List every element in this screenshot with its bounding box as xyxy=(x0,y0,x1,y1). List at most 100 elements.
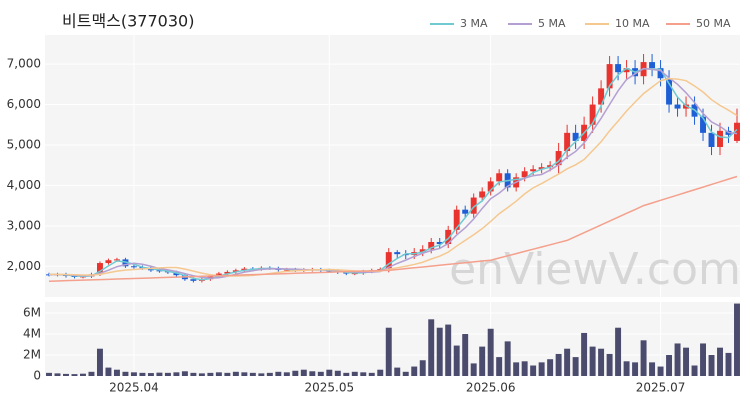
candle-body xyxy=(589,104,596,125)
candle-body xyxy=(241,268,248,271)
volume-bar xyxy=(88,371,95,376)
volume-bar xyxy=(564,348,571,376)
candle-body xyxy=(190,279,197,281)
y-tick-label: 0 xyxy=(33,369,41,383)
candle-body xyxy=(283,269,290,271)
volume-bar xyxy=(215,372,222,376)
volume-bar xyxy=(266,372,273,376)
y-tick-label: 7,000 xyxy=(7,57,41,71)
volume-bar xyxy=(130,372,137,376)
volume-bar xyxy=(411,366,418,376)
candle-body xyxy=(657,68,664,79)
volume-bar xyxy=(479,346,486,376)
volume-bar xyxy=(241,372,248,376)
volume-bar xyxy=(317,371,324,376)
candle-body xyxy=(700,116,706,133)
x-tick-label: 2025.07 xyxy=(636,381,686,395)
y-tick-label: 5,000 xyxy=(7,137,41,151)
candle-body xyxy=(394,252,401,255)
volume-bar xyxy=(555,353,562,376)
candle-body xyxy=(436,242,443,245)
ma-line xyxy=(48,175,738,282)
candle-body xyxy=(708,132,715,147)
volume-bar xyxy=(190,372,197,376)
y-tick-label: 4M xyxy=(23,327,41,341)
candle-body xyxy=(462,209,469,214)
candle-body xyxy=(530,169,537,172)
ma-line xyxy=(48,67,738,279)
candle-body xyxy=(538,167,545,170)
volume-bar xyxy=(504,341,511,376)
volume-bar xyxy=(436,327,443,376)
volume-bar xyxy=(623,361,630,376)
volume-bar xyxy=(326,369,333,376)
chart-title: 비트맥스(377030) xyxy=(62,12,194,31)
volume-bar xyxy=(343,372,350,376)
volume-bar xyxy=(368,372,375,376)
volume-bar xyxy=(725,352,732,376)
candle-body xyxy=(156,270,163,272)
candle-body xyxy=(445,229,452,245)
candle-body xyxy=(487,181,494,192)
volume-bar xyxy=(513,362,520,376)
candle-body xyxy=(215,273,222,276)
candle-body xyxy=(96,263,103,275)
ma-line xyxy=(48,67,738,281)
candle-body xyxy=(521,171,528,178)
y-tick-label: 3,000 xyxy=(7,218,41,232)
volume-bar xyxy=(156,372,163,376)
volume-bar xyxy=(717,347,723,376)
candle-body xyxy=(649,62,656,69)
candle-body xyxy=(479,191,486,198)
volume-bar xyxy=(300,369,307,376)
volume-bar xyxy=(402,371,409,376)
candle-body xyxy=(734,122,740,141)
volume-bar xyxy=(734,303,740,376)
volume-bar xyxy=(632,362,639,376)
volume-bar xyxy=(275,371,282,376)
volume-bar xyxy=(113,369,120,376)
candle-body xyxy=(606,64,613,89)
volume-bar xyxy=(181,371,188,376)
volume-bar xyxy=(691,365,698,376)
candle-body xyxy=(232,270,239,272)
volume-bar xyxy=(470,363,477,376)
volume-bar xyxy=(80,373,86,376)
volume-bar xyxy=(224,372,231,376)
candle-body xyxy=(564,132,571,152)
volume-bar xyxy=(538,362,545,376)
y-tick-label: 4,000 xyxy=(7,178,41,192)
candle-body xyxy=(470,197,477,214)
volume-bar xyxy=(54,373,61,376)
volume-bar xyxy=(615,327,622,376)
candle-body xyxy=(555,151,562,166)
y-tick-label: 2,000 xyxy=(7,259,41,273)
candle-body xyxy=(113,259,120,261)
candle-body xyxy=(572,132,579,141)
volume-bar xyxy=(46,372,52,376)
y-tick-label: 2M xyxy=(23,348,41,362)
volume-bar xyxy=(309,371,316,376)
candle-body xyxy=(615,64,622,73)
volume-bar xyxy=(657,366,664,376)
volume-bar xyxy=(708,355,715,376)
volume-bar xyxy=(674,343,681,376)
y-tick-label: 6,000 xyxy=(7,97,41,111)
candle-body xyxy=(547,165,554,168)
volume-bar xyxy=(581,332,588,376)
candle-body xyxy=(122,259,129,267)
candle-body xyxy=(666,78,673,105)
candle-body xyxy=(419,249,426,253)
volume-bar xyxy=(283,372,290,376)
volume-bar xyxy=(598,348,605,376)
volume-bar xyxy=(683,347,690,376)
candle-body xyxy=(71,275,78,277)
candle-body xyxy=(717,130,723,147)
volume-bar xyxy=(164,372,171,376)
candle-body xyxy=(674,104,681,109)
volume-bar xyxy=(292,370,299,376)
volume-bar xyxy=(394,367,401,376)
legend-label: 5 MA xyxy=(538,17,566,30)
candle-body xyxy=(224,271,231,274)
